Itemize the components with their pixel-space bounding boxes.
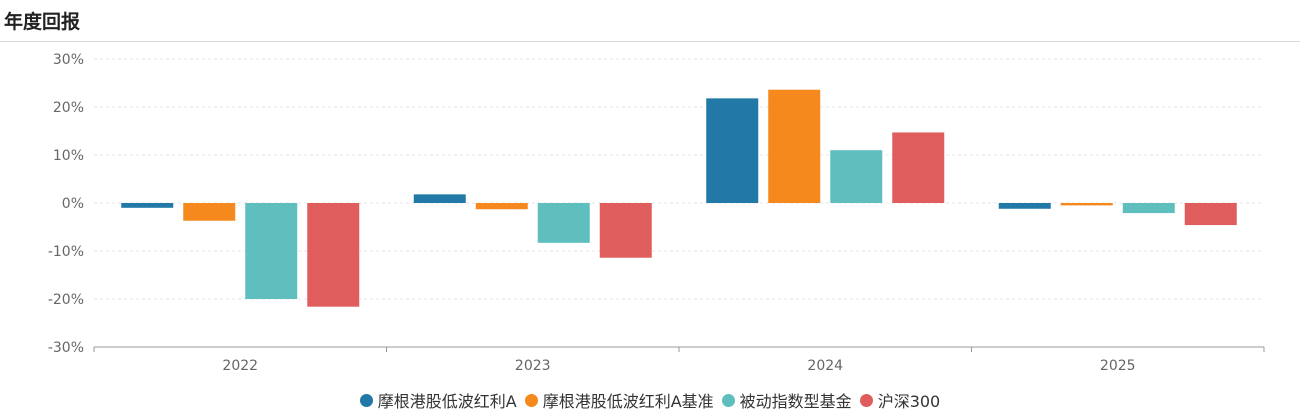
- y-tick-label: -10%: [48, 244, 84, 260]
- legend-marker-icon: [359, 393, 373, 407]
- bar-2024-series-2: [768, 89, 821, 203]
- legend-label: 摩根港股低波红利A: [377, 392, 517, 411]
- chart-legend: 摩根港股低波红利A 摩根港股低波红利A基准 被动指数型基金 沪深300: [0, 388, 1300, 412]
- bar-2024-series-3: [830, 150, 883, 203]
- x-tick-label: 2023: [515, 358, 551, 374]
- legend-marker-icon: [524, 393, 538, 407]
- bar-2023-series-3: [537, 203, 590, 243]
- bar-2025-series-2: [1060, 203, 1113, 206]
- bar-2022-series-1: [121, 203, 174, 208]
- bar-2022-series-4: [307, 203, 360, 307]
- bar-2024-series-1: [706, 98, 759, 203]
- bar-2023-series-2: [475, 203, 528, 210]
- legend-item-series-4[interactable]: 沪深300: [859, 388, 941, 412]
- y-tick-label: 10%: [53, 148, 84, 164]
- legend-label: 沪深300: [877, 392, 941, 411]
- y-tick-label: -30%: [48, 340, 84, 356]
- x-tick-label: 2022: [222, 358, 258, 374]
- bar-2025-series-3: [1122, 203, 1175, 214]
- legend-marker-icon: [721, 393, 735, 407]
- legend-label: 摩根港股低波红利A基准: [542, 392, 714, 411]
- bar-2022-series-2: [183, 203, 236, 221]
- bar-2025-series-1: [998, 203, 1051, 209]
- legend-item-series-3[interactable]: 被动指数型基金: [721, 388, 852, 412]
- x-tick-label: 2025: [1100, 358, 1136, 374]
- bar-2023-series-1: [413, 194, 466, 203]
- header: 年度回报: [0, 0, 1300, 42]
- x-tick-label: 2024: [807, 358, 843, 374]
- legend-marker-icon: [859, 393, 873, 407]
- page-title: 年度回报: [4, 11, 81, 33]
- legend-label: 被动指数型基金: [739, 392, 852, 411]
- y-tick-label: 20%: [53, 100, 84, 116]
- y-tick-label: -20%: [48, 292, 84, 308]
- bar-2023-series-4: [599, 203, 652, 258]
- annual-return-bar-chart: -30% -20% -10% 0% 10% 20% 30% 2022 2023 2024 2025: [48, 52, 1265, 374]
- y-tick-label: 30%: [53, 52, 84, 68]
- bar-2025-series-4: [1184, 203, 1237, 226]
- bar-2022-series-3: [245, 203, 298, 299]
- legend-item-series-1[interactable]: 摩根港股低波红利A: [359, 388, 517, 412]
- legend-item-series-2[interactable]: 摩根港股低波红利A基准: [524, 388, 714, 412]
- y-tick-label: 0%: [62, 196, 84, 212]
- bar-2024-series-4: [892, 132, 945, 203]
